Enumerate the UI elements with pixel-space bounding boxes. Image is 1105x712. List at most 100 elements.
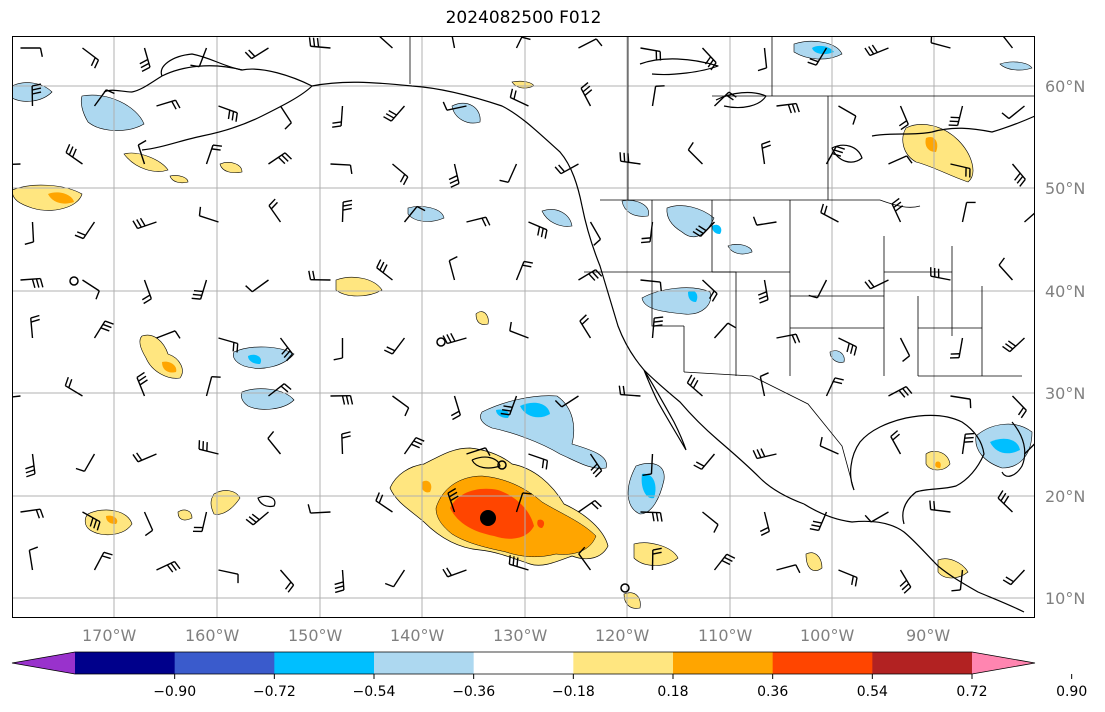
wind-barb-feather bbox=[791, 334, 797, 344]
wind-barb-feather bbox=[284, 122, 292, 130]
wind-barb-feather bbox=[894, 205, 904, 212]
map-panel bbox=[12, 36, 1035, 618]
wind-barb-feather bbox=[849, 344, 854, 354]
wind-barb bbox=[819, 445, 839, 455]
positive-anomaly-area bbox=[633, 542, 679, 566]
negative-anomaly-area bbox=[990, 438, 1020, 454]
wind-barb-feather bbox=[211, 375, 221, 378]
colorbar-tick-label: 0.90 bbox=[1056, 684, 1087, 700]
wind-barb-feather bbox=[752, 216, 758, 226]
wind-barb-feather bbox=[139, 217, 146, 227]
wind-barb bbox=[82, 279, 100, 292]
wind-barb-feather bbox=[832, 152, 842, 157]
wind-barb-feather bbox=[655, 512, 659, 522]
wind-barb-feather bbox=[72, 148, 77, 158]
wind-barb-feather bbox=[499, 179, 509, 183]
wind-barb-feather bbox=[198, 206, 202, 216]
positive-anomaly-area bbox=[48, 192, 74, 204]
graticule bbox=[12, 36, 1035, 618]
colorbar-segment bbox=[772, 652, 873, 674]
wind-barb-feather bbox=[898, 120, 908, 127]
wind-barb-feather bbox=[997, 490, 1004, 499]
wind-barb bbox=[756, 221, 777, 226]
wind-barb-feather bbox=[386, 346, 396, 352]
political-borders bbox=[409, 36, 1035, 491]
wind-barb-feather bbox=[752, 450, 758, 459]
wind-barb-feather bbox=[245, 285, 253, 293]
hurricane-positive-anomaly bbox=[421, 480, 432, 493]
wind-barb-feather bbox=[232, 342, 235, 352]
wind-barb-feather bbox=[965, 432, 975, 435]
wind-barb-feather bbox=[811, 524, 821, 528]
wind-barb-feather bbox=[449, 178, 459, 184]
wind-barb-feather bbox=[450, 182, 460, 188]
wind-barb bbox=[640, 511, 661, 514]
positive-anomaly-area bbox=[623, 592, 641, 609]
wind-barb-feather bbox=[795, 103, 800, 113]
wind-barb-feather bbox=[891, 197, 900, 205]
wind-barb-feather bbox=[903, 586, 912, 594]
wind-barb-feather bbox=[522, 264, 532, 268]
wind-barb-feather bbox=[686, 374, 693, 384]
wind-barb-feather bbox=[105, 89, 115, 95]
wind-barb-feather bbox=[579, 314, 587, 322]
wind-barb-feather bbox=[513, 90, 517, 100]
wind-barb bbox=[267, 438, 282, 455]
wind-barb-feather bbox=[104, 320, 114, 325]
wind-barb-feather bbox=[687, 141, 694, 151]
wind-barb bbox=[930, 42, 951, 49]
wind-barb bbox=[509, 330, 529, 339]
wind-barb-feather bbox=[509, 88, 514, 98]
positive-anomaly-area bbox=[219, 162, 243, 174]
wind-barb-feather bbox=[342, 207, 352, 211]
negative-anomaly-area bbox=[829, 350, 845, 363]
negative-anomaly-area bbox=[688, 290, 698, 302]
wind-barb-feather bbox=[268, 198, 276, 207]
wind-barb bbox=[998, 264, 1014, 281]
negative-anomaly-area bbox=[999, 61, 1033, 71]
wind-barb-feather bbox=[235, 112, 238, 122]
wind-barb-feather bbox=[590, 463, 598, 471]
wind-barb-feather bbox=[267, 431, 275, 439]
wind-barb-feather bbox=[248, 49, 256, 57]
wind-barb-feather bbox=[415, 436, 425, 442]
wind-barb-feather bbox=[383, 116, 392, 122]
wind-barb-feather bbox=[693, 464, 702, 470]
wind-barb-feather bbox=[795, 333, 801, 343]
wind-barb-feather bbox=[132, 220, 139, 229]
wind-barb bbox=[561, 395, 579, 408]
wind-barb-feather bbox=[554, 400, 563, 408]
wind-barb-feather bbox=[308, 270, 312, 280]
wind-barb-feather bbox=[906, 155, 913, 164]
wind-barb-feather bbox=[757, 291, 767, 296]
wind-barb-feather bbox=[29, 546, 39, 551]
negative-anomaly-area bbox=[621, 200, 649, 217]
wind-barb bbox=[403, 206, 418, 223]
negative-anomaly-area bbox=[812, 45, 834, 55]
wind-barb-feather bbox=[332, 121, 342, 124]
wind-barb bbox=[713, 322, 729, 339]
wind-barb bbox=[93, 89, 107, 107]
colorbar-segment bbox=[473, 652, 574, 674]
colorbar-ticks: −0.90 −0.72 −0.54 −0.36 −0.18 0.18 0.36 0.54 0.7… bbox=[153, 674, 1087, 700]
wind-barb bbox=[28, 550, 34, 571]
wind-barb-feather bbox=[933, 501, 936, 511]
wind-barb-feather bbox=[695, 461, 705, 467]
wind-barb-feather bbox=[375, 492, 380, 502]
wind-barb-feather bbox=[68, 146, 74, 156]
wind-barb-feather bbox=[280, 385, 289, 393]
negative-anomaly-area bbox=[541, 209, 573, 227]
wind-barb bbox=[870, 511, 889, 523]
wind-barb-feather bbox=[448, 491, 458, 498]
wind-barb-feather bbox=[864, 281, 872, 290]
wind-barbs bbox=[12, 36, 1035, 594]
colorbar-tick-label: −0.18 bbox=[552, 684, 595, 700]
wind-barb-feather bbox=[521, 36, 531, 41]
wind-barb-feather bbox=[341, 431, 351, 435]
wind-barb bbox=[279, 105, 292, 124]
wind-barb-feather bbox=[101, 555, 111, 560]
wind-barb-feather bbox=[343, 199, 353, 203]
wind-barb bbox=[393, 569, 406, 588]
wind-barb-feather bbox=[90, 57, 96, 67]
wind-barb bbox=[12, 163, 21, 165]
